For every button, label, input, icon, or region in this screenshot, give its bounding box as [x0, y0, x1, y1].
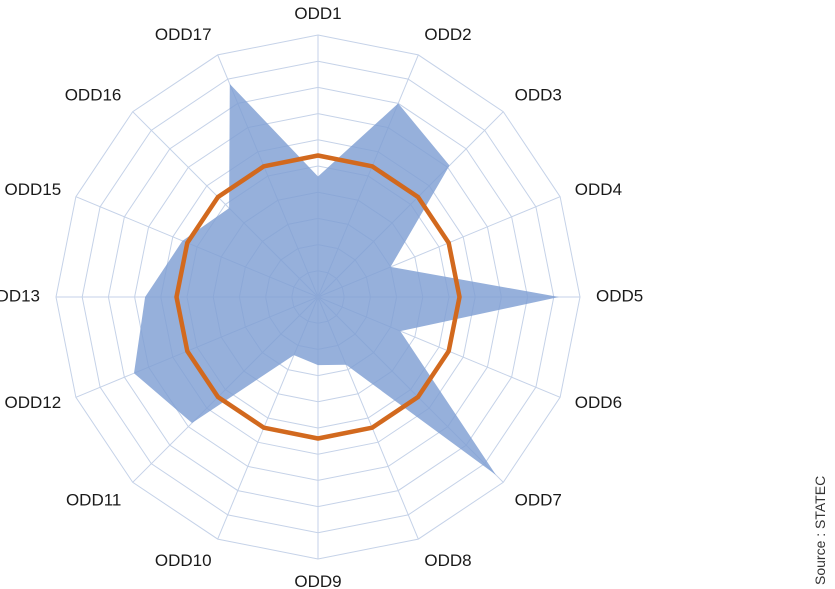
axis-label-odd3: ODD3	[515, 85, 562, 104]
axis-label-odd13: ODD13	[0, 286, 40, 305]
radar-series	[134, 84, 559, 475]
axis-label-odd10: ODD10	[155, 551, 212, 570]
axis-label-odd5: ODD5	[596, 286, 643, 305]
axis-label-odd2: ODD2	[424, 25, 471, 44]
axis-label-odd1: ODD1	[294, 4, 341, 23]
axis-label-odd6: ODD6	[575, 393, 622, 412]
axis-label-odd17: ODD17	[155, 25, 212, 44]
axis-label-odd7: ODD7	[515, 491, 562, 510]
axis-label-odd11: ODD11	[66, 491, 121, 510]
axis-label-odd8: ODD8	[424, 551, 471, 570]
axis-label-odd16: ODD16	[65, 85, 122, 104]
series-line	[174, 153, 462, 441]
series-area	[134, 84, 559, 475]
axis-label-odd15: ODD15	[5, 180, 62, 199]
axis-label-odd4: ODD4	[575, 180, 622, 199]
radar-axis-labels: ODD1 ODD2 ODD3 ODD4 ODD5 ODD6 ODD7 ODD8 ODD9 ODD1…	[0, 4, 643, 589]
axis-label-odd9: ODD9	[294, 572, 341, 589]
source-note: Source : STATEC	[812, 475, 828, 585]
axis-label-odd12: ODD12	[5, 393, 62, 412]
